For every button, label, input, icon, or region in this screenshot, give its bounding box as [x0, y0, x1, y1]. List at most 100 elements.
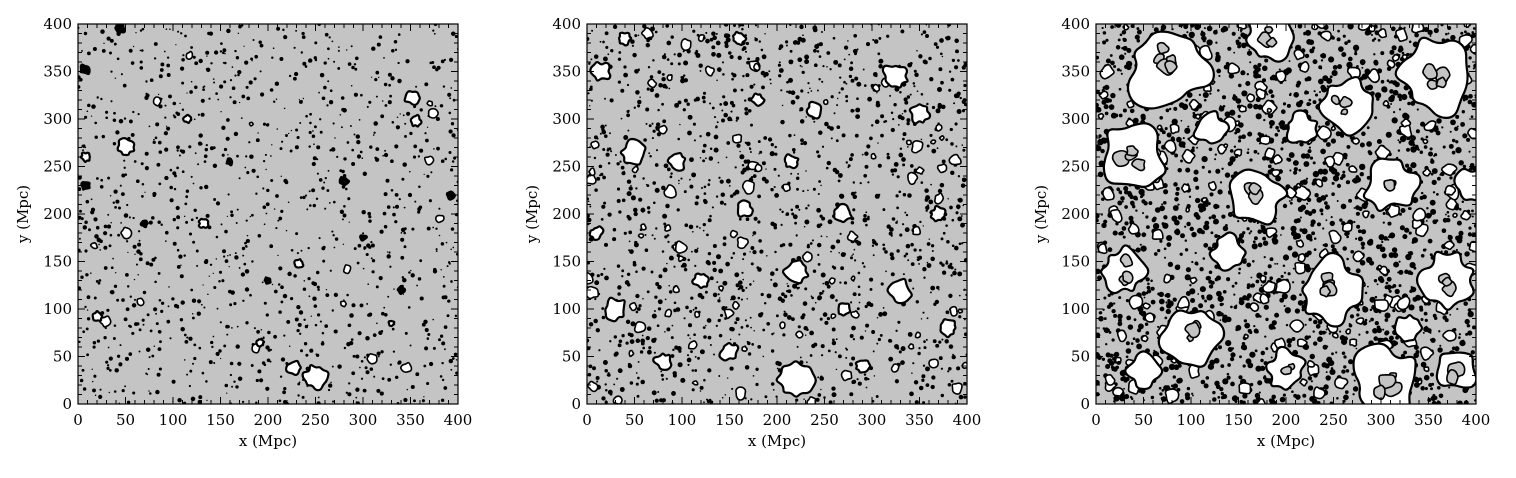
contour-speck	[665, 203, 670, 209]
contour-speck	[158, 150, 163, 154]
contour-speck	[231, 385, 234, 388]
contour-speck	[767, 137, 773, 142]
contour-speck	[279, 147, 283, 151]
contour-speck	[157, 220, 161, 224]
contour-speck	[1282, 203, 1288, 209]
contour-speck	[424, 82, 429, 87]
contour-speck	[198, 346, 202, 350]
contour-speck	[835, 299, 838, 302]
contour-speck	[746, 141, 751, 147]
contour-speck	[1473, 63, 1476, 69]
contour-speck	[1296, 218, 1301, 223]
contour-speck	[788, 133, 792, 138]
contour-speck	[1410, 146, 1416, 152]
contour-speck	[732, 192, 737, 196]
contour-speck	[683, 317, 686, 320]
contour-speck	[324, 176, 327, 180]
contour-speck	[843, 58, 846, 61]
contour-speck	[709, 343, 712, 347]
contour-speck	[745, 286, 748, 289]
contour-speck	[1367, 150, 1372, 154]
contour-speck	[1269, 125, 1273, 129]
contour-speck	[1191, 392, 1194, 395]
contour-speck	[705, 31, 708, 34]
contour-speck	[1189, 283, 1192, 287]
contour-speck	[799, 356, 802, 359]
contour-speck	[79, 77, 83, 82]
contour-speck	[390, 76, 395, 81]
contour-speck	[708, 156, 714, 161]
contour-speck	[671, 390, 676, 396]
contour-speck	[603, 201, 607, 205]
contour-speck	[1386, 79, 1390, 83]
contour-speck	[84, 146, 87, 149]
contour-speck	[1357, 229, 1362, 234]
y-tick-label: 50	[53, 348, 72, 366]
contour-speck	[223, 80, 227, 84]
contour-speck	[1185, 98, 1189, 102]
contour-speck	[730, 298, 732, 301]
ionized-region	[637, 233, 645, 239]
contour-speck	[817, 192, 820, 196]
contour-speck	[817, 154, 821, 158]
contour-speck	[176, 248, 180, 252]
contour-speck	[605, 152, 610, 157]
contour-speck	[1420, 386, 1425, 391]
contour-speck	[98, 243, 100, 246]
contour-speck	[1444, 213, 1447, 216]
contour-speck	[716, 79, 718, 82]
contour-speck	[1125, 298, 1130, 303]
contour-speck	[883, 120, 886, 124]
contour-speck	[899, 90, 902, 94]
contour-speck	[1371, 38, 1375, 42]
contour-speck	[196, 264, 199, 267]
contour-speck	[1137, 328, 1142, 333]
contour-speck	[1203, 27, 1206, 30]
contour-speck	[146, 313, 150, 317]
contour-speck	[712, 353, 716, 356]
contour-speck	[891, 217, 896, 221]
contour-speck	[1437, 176, 1441, 181]
contour-speck	[280, 357, 286, 362]
contour-speck	[160, 223, 163, 227]
contour-speck	[275, 194, 279, 198]
contour-speck	[781, 210, 784, 214]
contour-speck	[109, 233, 113, 237]
contour-speck	[113, 390, 117, 393]
contour-speck	[1208, 270, 1213, 275]
ionized-region	[802, 251, 813, 263]
contour-speck	[791, 147, 796, 152]
contour-speck	[620, 165, 625, 170]
contour-speck	[777, 361, 782, 367]
contour-speck	[436, 146, 440, 151]
contour-speck	[848, 74, 853, 79]
contour-speck	[1180, 233, 1185, 239]
contour-speck	[744, 50, 748, 53]
contour-speck	[1270, 94, 1275, 98]
contour-speck	[1153, 252, 1158, 256]
contour-speck	[616, 264, 621, 268]
contour-speck	[698, 63, 703, 68]
contour-speck	[450, 368, 453, 371]
contour-speck	[769, 82, 772, 85]
contour-speck	[82, 387, 87, 391]
contour-speck	[123, 166, 126, 169]
contour-speck	[773, 185, 776, 189]
contour-speck	[931, 250, 934, 252]
contour-speck	[1241, 42, 1247, 49]
contour-speck	[871, 244, 875, 247]
contour-speck	[751, 343, 755, 346]
contour-speck	[1157, 292, 1161, 296]
contour-speck	[831, 340, 837, 346]
contour-speck	[1140, 113, 1146, 119]
contour-speck	[439, 104, 444, 108]
contour-speck	[206, 55, 208, 57]
contour-speck	[103, 266, 108, 270]
contour-speck	[275, 98, 278, 100]
contour-speck	[356, 154, 362, 159]
ionized-region	[628, 301, 638, 312]
contour-speck	[340, 96, 345, 100]
ionized-region	[120, 226, 133, 240]
ionized-region	[423, 155, 435, 166]
contour-speck	[680, 76, 684, 79]
